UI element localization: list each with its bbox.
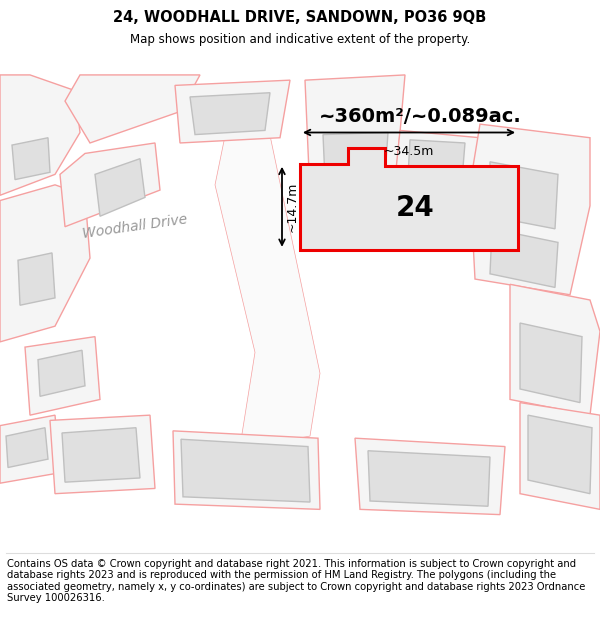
Polygon shape [65, 75, 200, 143]
Text: 24, WOODHALL DRIVE, SANDOWN, PO36 9QB: 24, WOODHALL DRIVE, SANDOWN, PO36 9QB [113, 10, 487, 25]
Polygon shape [355, 438, 505, 514]
Polygon shape [300, 148, 518, 250]
Polygon shape [181, 439, 310, 502]
Polygon shape [305, 75, 405, 195]
Text: ~14.7m: ~14.7m [286, 182, 299, 232]
Polygon shape [95, 159, 145, 216]
Polygon shape [395, 131, 480, 185]
Polygon shape [18, 253, 55, 305]
Text: 24: 24 [395, 194, 434, 222]
Polygon shape [520, 402, 600, 509]
Polygon shape [62, 428, 140, 482]
Text: ~34.5m: ~34.5m [384, 145, 434, 158]
Polygon shape [60, 143, 160, 227]
Polygon shape [0, 185, 90, 342]
Polygon shape [490, 229, 558, 288]
Polygon shape [173, 431, 320, 509]
Polygon shape [190, 92, 270, 134]
Polygon shape [25, 337, 100, 415]
Polygon shape [490, 162, 558, 229]
Text: Contains OS data © Crown copyright and database right 2021. This information is : Contains OS data © Crown copyright and d… [7, 559, 586, 603]
Polygon shape [175, 80, 290, 143]
Polygon shape [510, 284, 600, 415]
Polygon shape [0, 415, 60, 483]
Text: Map shows position and indicative extent of the property.: Map shows position and indicative extent… [130, 33, 470, 46]
Polygon shape [368, 451, 490, 506]
Polygon shape [408, 140, 465, 179]
Polygon shape [528, 415, 592, 494]
Text: ~360m²/~0.089ac.: ~360m²/~0.089ac. [319, 107, 521, 126]
Polygon shape [520, 323, 582, 402]
Polygon shape [50, 415, 155, 494]
Text: Woodhall Drive: Woodhall Drive [82, 213, 188, 241]
Polygon shape [320, 174, 390, 237]
Polygon shape [215, 111, 320, 446]
Polygon shape [38, 350, 85, 396]
Polygon shape [470, 124, 590, 295]
Polygon shape [12, 138, 50, 179]
Polygon shape [323, 132, 388, 179]
Polygon shape [0, 75, 80, 195]
Polygon shape [6, 428, 48, 468]
